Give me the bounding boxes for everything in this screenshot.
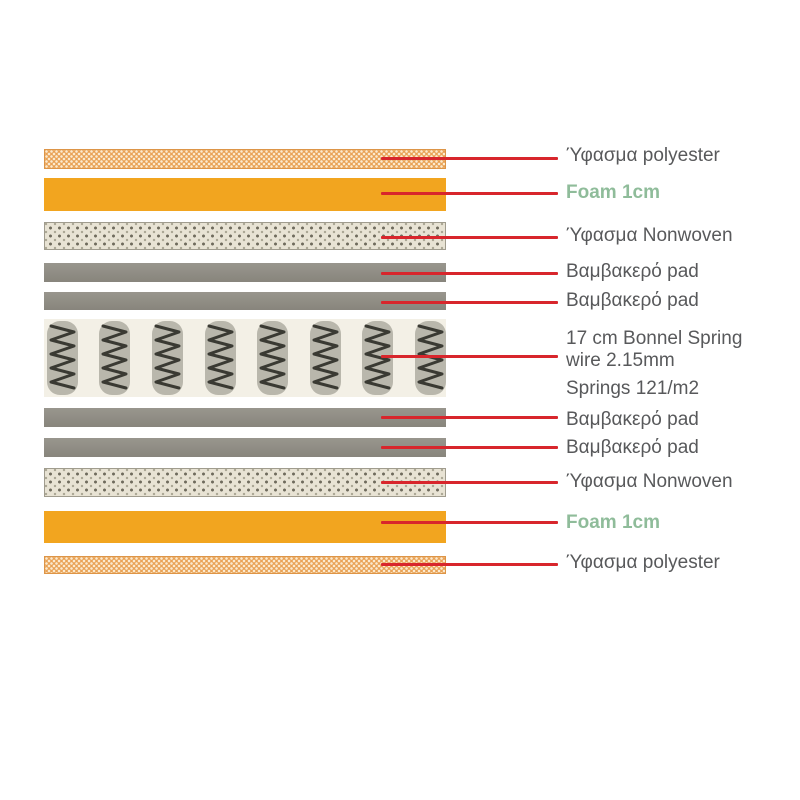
label-spring-line2: wire 2.15mm (566, 350, 675, 371)
label-cotton-pad-3: Βαμβακερό pad (566, 409, 699, 430)
spring-coil (255, 319, 290, 397)
layer-cotton-pad-3 (44, 408, 446, 427)
label-foam-bottom: Foam 1cm (566, 512, 660, 533)
spring-coil (97, 319, 132, 397)
pointer-line (381, 521, 558, 524)
pointer-line (381, 563, 558, 566)
label-fabric-polyester-bottom: Ύφασμα polyester (566, 552, 720, 573)
spring-coil (360, 319, 395, 397)
spring-coil (413, 319, 448, 397)
pointer-line (381, 481, 558, 484)
label-fabric-nonwoven-bottom: Ύφασμα Nonwoven (566, 471, 733, 492)
label-cotton-pad-1: Βαμβακερό pad (566, 261, 699, 282)
layer-foam-bottom (44, 511, 446, 543)
label-fabric-polyester-top: Ύφασμα polyester (566, 145, 720, 166)
layer-bonnel-springs (44, 319, 448, 397)
layer-foam-top (44, 178, 446, 211)
pointer-line (381, 355, 558, 358)
bonnel-springs-graphic (45, 319, 448, 397)
layer-fabric-polyester-bottom (44, 556, 446, 574)
label-spring-line1: 17 cm Bonnel Spring (566, 328, 743, 349)
label-bonnel-springs: 17 cm Bonnel Spring wire 2.15mm Springs … (566, 328, 742, 400)
label-spring-line3: Springs 121/m2 (566, 378, 700, 399)
label-cotton-pad-2: Βαμβακερό pad (566, 290, 699, 311)
pointer-line (381, 416, 558, 419)
spring-coil (150, 319, 185, 397)
pointer-line (381, 272, 558, 275)
spring-coil (203, 319, 238, 397)
pointer-line (381, 157, 558, 160)
pointer-line (381, 236, 558, 239)
label-fabric-nonwoven-top: Ύφασμα Nonwoven (566, 225, 733, 246)
spring-coil (45, 319, 80, 397)
layer-cotton-pad-1 (44, 263, 446, 282)
pointer-line (381, 446, 558, 449)
layer-cotton-pad-4 (44, 438, 446, 457)
label-foam-top: Foam 1cm (566, 182, 660, 203)
spring-coil (308, 319, 343, 397)
layer-cotton-pad-2 (44, 292, 446, 310)
layer-fabric-polyester-top (44, 149, 446, 169)
pointer-line (381, 301, 558, 304)
layer-fabric-nonwoven-top (44, 222, 446, 250)
layer-fabric-nonwoven-bottom (44, 468, 446, 497)
pointer-line (381, 192, 558, 195)
label-cotton-pad-4: Βαμβακερό pad (566, 437, 699, 458)
